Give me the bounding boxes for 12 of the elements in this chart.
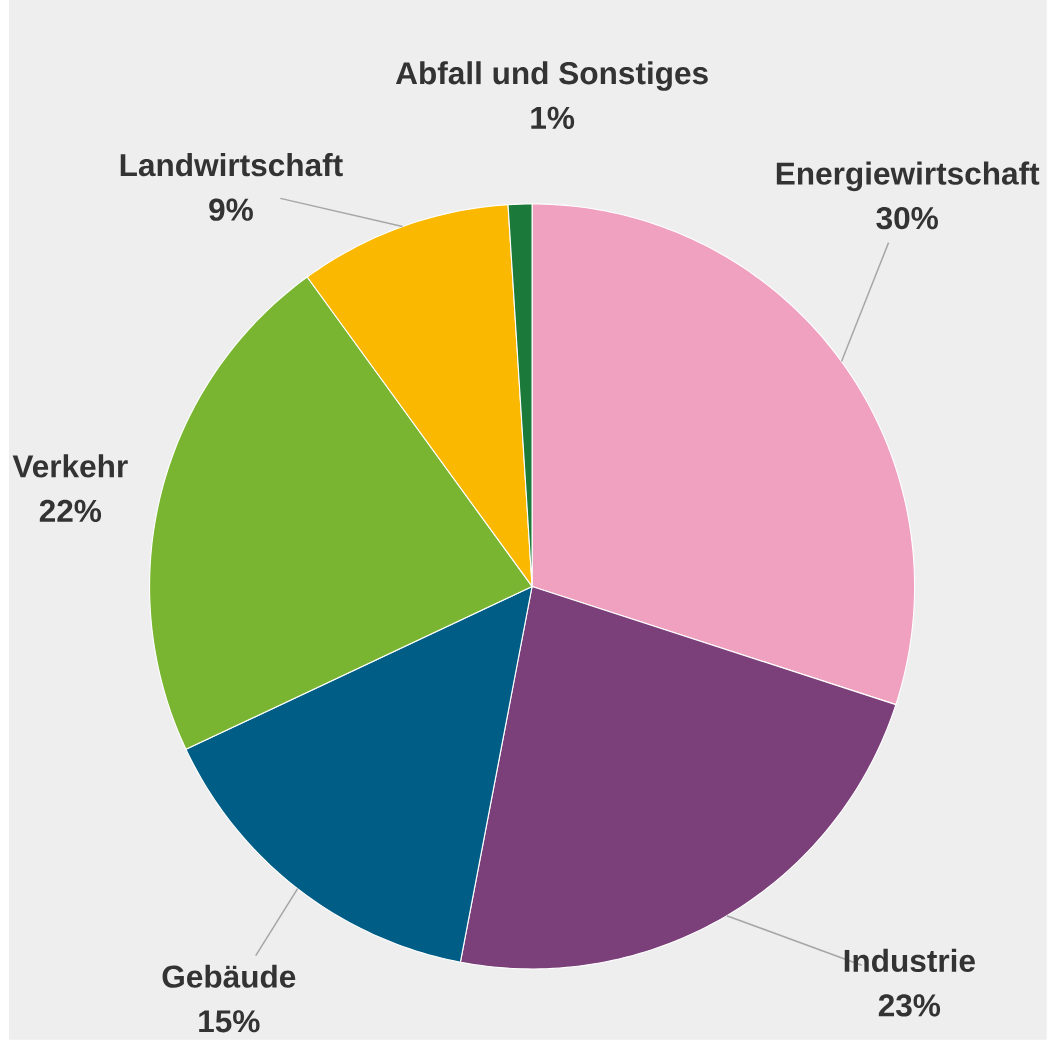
slice-label: Verkehr [12,454,128,478]
data-label: 9% [209,198,253,221]
data-label: 23% [878,994,941,1017]
data-label: 30% [876,207,938,230]
slice-label: Landwirtschaft [120,153,343,177]
slice-label: Gebäude [162,964,296,988]
slice-label: Abfall und Sonstiges [395,61,708,91]
slice-label: Industrie [844,948,975,973]
data-label: 1% [531,106,575,129]
data-label: 15% [199,1010,260,1033]
data-label: 22% [39,499,102,523]
slice-label: Energiewirtschaft [776,161,1040,192]
